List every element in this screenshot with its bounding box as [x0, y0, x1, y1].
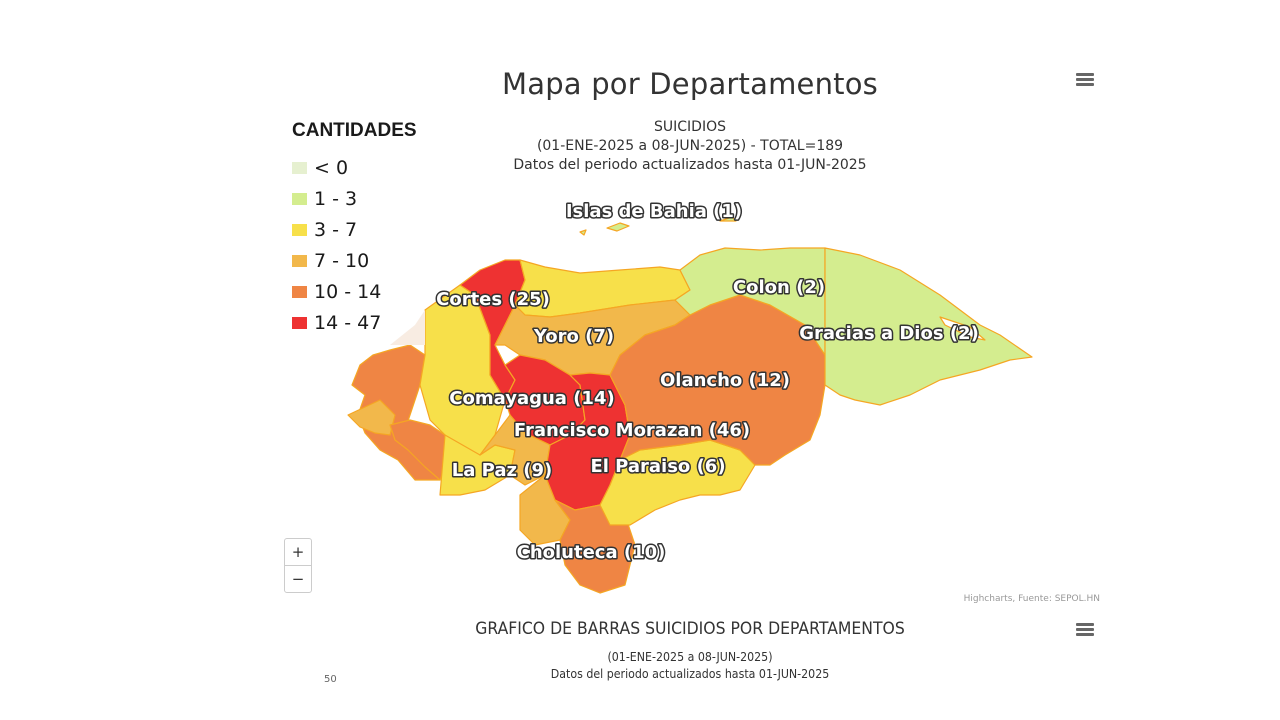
label-comayagua: Comayagua (14): [449, 388, 614, 409]
region-islas-de-bahia-2[interactable]: [579, 229, 587, 236]
subtitle-line-1: SUICIDIOS: [654, 119, 726, 135]
region-islas-de-bahia[interactable]: [606, 222, 630, 232]
map-data-labels: Islas de Bahia (1) Cortes (25) Colon (2)…: [435, 200, 981, 565]
legend-swatch: [292, 316, 307, 329]
legend-item-10-14[interactable]: 10 - 14: [292, 276, 417, 307]
label-yoro: Yoro (7): [533, 326, 614, 347]
region-olancho[interactable]: [609, 294, 826, 466]
honduras-map: Islas de Bahia (1) Cortes (25) Colon (2)…: [347, 200, 1033, 594]
y-axis-tick: 50: [324, 674, 337, 685]
legend-title: CANTIDADES: [292, 120, 417, 141]
legend-swatch: [292, 192, 307, 205]
legend-swatch: [292, 254, 307, 267]
map-subtitle: SUICIDIOS (01-ENE-2025 a 08-JUN-2025) - …: [280, 118, 1100, 175]
zoom-in-button[interactable]: +: [291, 543, 305, 561]
label-islas-de-bahia: Islas de Bahia (1): [566, 201, 742, 222]
map-legend: CANTIDADES < 0 1 - 3 3 - 7 7 - 10 10 - 1…: [292, 120, 417, 338]
legend-item-lt0[interactable]: < 0: [292, 152, 417, 183]
label-colon: Colon (2): [733, 277, 825, 298]
label-la-paz: La Paz (9): [452, 460, 552, 481]
legend-item-1-3[interactable]: 1 - 3: [292, 183, 417, 214]
label-el-paraiso: El Paraiso (6): [590, 456, 725, 477]
bar-export-menu-button[interactable]: [1076, 623, 1094, 639]
subtitle-line-3: Datos del periodo actualizados hasta 01-…: [513, 157, 867, 173]
region-gracias-a-dios[interactable]: [824, 247, 1033, 406]
map-title: Mapa por Departamentos: [502, 67, 878, 101]
label-cortes: Cortes (25): [436, 289, 550, 310]
zoom-out-button[interactable]: −: [285, 565, 311, 592]
map-zoom-controls: + −: [284, 538, 312, 593]
subtitle-line-2: (01-ENE-2025 a 08-JUN-2025) - TOTAL=189: [536, 138, 844, 154]
legend-swatch: [292, 223, 307, 236]
label-choluteca: Choluteca (10): [517, 542, 666, 563]
bar-subtitle-line-1: (01-ENE-2025 a 08-JUN-2025): [607, 650, 773, 664]
bar-chart-title: GRAFICO DE BARRAS SUICIDIOS POR DEPARTAM…: [475, 619, 905, 639]
bar-chart-subtitle: (01-ENE-2025 a 08-JUN-2025) Datos del pe…: [313, 649, 1067, 683]
map-export-menu-button[interactable]: [1076, 73, 1094, 89]
legend-item-3-7[interactable]: 3 - 7: [292, 214, 417, 245]
bar-subtitle-line-2: Datos del periodo actualizados hasta 01-…: [550, 667, 830, 681]
legend-swatch: [292, 161, 307, 174]
legend-item-14-47[interactable]: 14 - 47: [292, 307, 417, 338]
legend-item-7-10[interactable]: 7 - 10: [292, 245, 417, 276]
bar-chart: GRAFICO DE BARRAS SUICIDIOS POR DEPARTAM…: [280, 610, 1100, 720]
hamburger-menu-icon: [1076, 623, 1094, 626]
credits-link[interactable]: Highcharts, Fuente: SEPOL.HN: [963, 594, 1100, 604]
legend-swatch: [292, 285, 307, 298]
label-francisco-morazan: Francisco Morazan (46): [514, 420, 750, 441]
region-colon[interactable]: [674, 247, 826, 356]
hamburger-menu-icon: [1076, 73, 1094, 76]
map-chart: Islas de Bahia (1) Cortes (25) Colon (2)…: [280, 55, 1100, 610]
label-gracias-a-dios: Gracias a Dios (2): [799, 323, 979, 344]
label-olancho: Olancho (12): [660, 370, 790, 391]
